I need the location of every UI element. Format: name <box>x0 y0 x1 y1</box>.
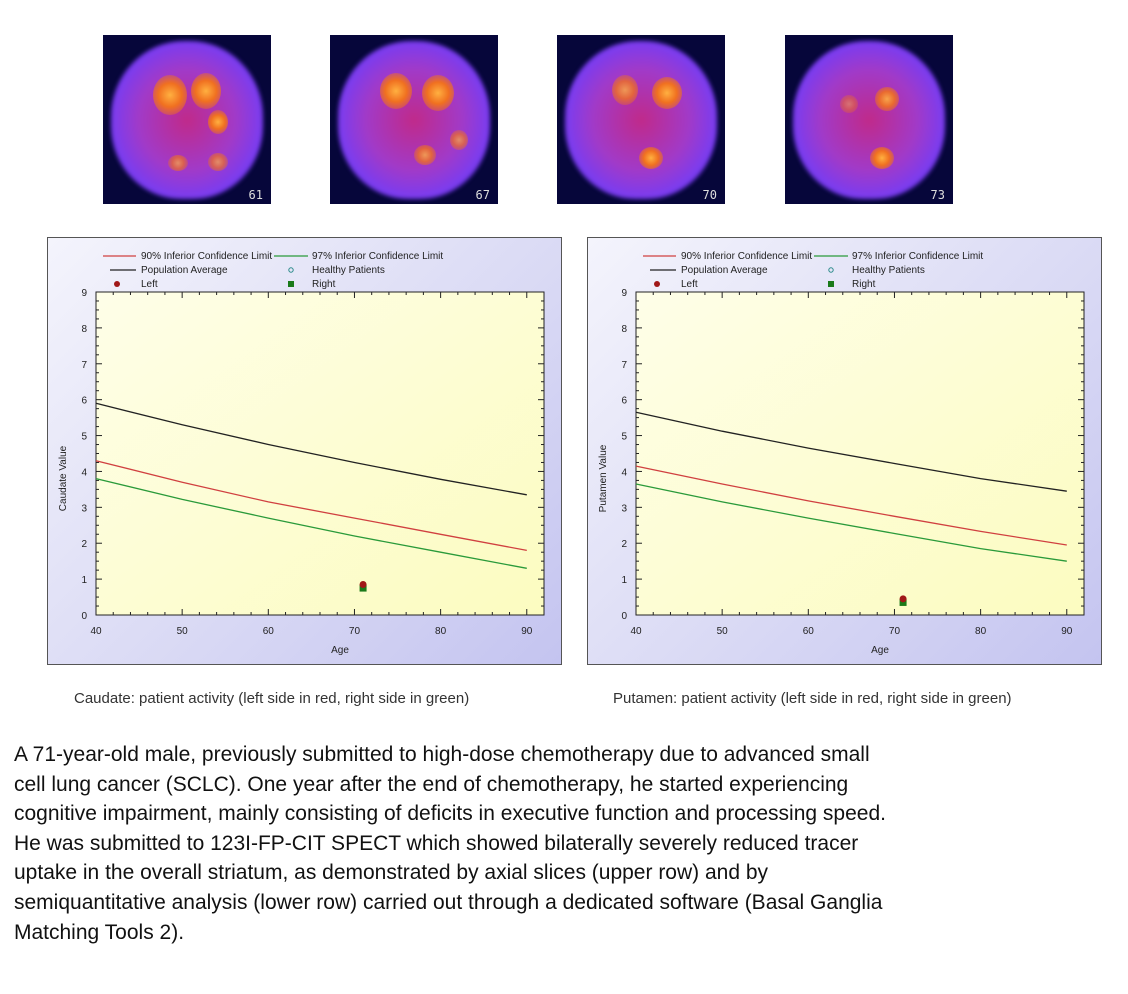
spect-slice-image: 67 <box>330 35 498 204</box>
x-tick-label: 60 <box>263 626 275 637</box>
x-axis-label: Age <box>331 645 349 656</box>
x-tick-label: 90 <box>1061 626 1073 637</box>
slice-number: 70 <box>702 188 717 202</box>
putamen-chart-svg: 40 50 60 70 80 90 0 1 2 3 4 5 6 7 8 9 Age Putamen Value 90… <box>598 251 1085 656</box>
slice-number: 67 <box>475 188 490 202</box>
x-axis-label: Age <box>871 645 889 656</box>
legend: 90% Inferior Confidence Limit 97% Inferio… <box>643 251 983 290</box>
y-tick-label: 4 <box>621 467 627 478</box>
y-tick-label: 6 <box>621 396 627 407</box>
y-tick-label: 9 <box>81 288 87 299</box>
x-tick-label: 40 <box>630 626 642 637</box>
y-tick-label: 6 <box>81 396 87 407</box>
legend-label-ci97: 97% Inferior Confidence Limit <box>852 251 983 262</box>
legend-swatch-right <box>288 281 294 287</box>
series-line-ci97 <box>635 483 1067 562</box>
legend-swatch-right <box>828 281 834 287</box>
legend-swatch-healthy <box>828 267 834 273</box>
y-axis-label: Caudate Value <box>58 445 69 511</box>
description-line: A 71-year-old male, previously submitted… <box>14 743 870 766</box>
legend-label-avg: Population Average <box>141 265 228 276</box>
slice-number: 61 <box>248 188 263 202</box>
plot-area <box>635 291 1085 616</box>
series-line-ci90 <box>95 460 527 552</box>
x-tick-label: 40 <box>90 626 102 637</box>
point-right <box>899 598 907 606</box>
series-line-ci97 <box>95 477 527 569</box>
spect-slice-image: 70 <box>557 35 725 204</box>
y-tick-label: 8 <box>621 324 627 335</box>
y-tick-label: 0 <box>81 611 87 622</box>
figure-description: A 71-year-old male, previously submitted… <box>14 740 886 947</box>
x-tick-label: 70 <box>889 626 901 637</box>
y-tick-label: 4 <box>81 467 87 478</box>
legend-swatch-left <box>654 281 660 287</box>
plot-area <box>95 291 545 616</box>
y-tick-label: 5 <box>621 432 627 443</box>
caudate-chart: 40 50 60 70 80 90 0 1 2 3 4 5 6 7 8 9 Age Caudate Value 90… <box>47 237 562 665</box>
legend-label-ci90: 90% Inferior Confidence Limit <box>681 251 812 262</box>
description-line: Matching Tools 2). <box>14 920 185 944</box>
x-tick-label: 90 <box>521 626 533 637</box>
y-tick-label: 8 <box>81 324 87 335</box>
putamen-chart: 40 50 60 70 80 90 0 1 2 3 4 5 6 7 8 9 Age Putamen Value 90… <box>587 237 1102 665</box>
series-line-avg <box>635 411 1067 492</box>
point-left <box>359 580 367 588</box>
y-tick-label: 9 <box>621 288 627 299</box>
point-left <box>899 595 907 603</box>
description-line: cell lung cancer (SCLC). One year after … <box>14 772 849 796</box>
y-tick-label: 1 <box>81 575 87 586</box>
description-line: He was submitted to 123I-FP-CIT SPECT wh… <box>14 831 859 855</box>
series-line-avg <box>95 402 527 496</box>
legend-swatch-healthy <box>288 267 294 273</box>
x-tick-label: 80 <box>435 626 447 637</box>
y-tick-label: 2 <box>81 539 87 550</box>
y-tick-label: 7 <box>81 360 87 371</box>
caudate-caption: Caudate: patient activity (left side in … <box>74 690 470 707</box>
y-tick-label: 1 <box>621 575 627 586</box>
y-tick-label: 3 <box>621 503 627 514</box>
legend-swatch-left <box>114 281 120 287</box>
y-tick-label: 5 <box>81 432 87 443</box>
x-tick-label: 50 <box>717 626 729 637</box>
slice-number: 73 <box>930 188 945 202</box>
legend: 90% Inferior Confidence Limit 97% Inferio… <box>103 251 443 290</box>
spect-slice-image: 73 <box>785 35 953 204</box>
legend-label-avg: Population Average <box>681 265 768 276</box>
x-tick-label: 50 <box>177 626 189 637</box>
legend-label-ci97: 97% Inferior Confidence Limit <box>312 251 443 262</box>
description-line: semiquantitative analysis (lower row) ca… <box>14 890 883 914</box>
x-tick-label: 80 <box>975 626 987 637</box>
x-tick-label: 70 <box>349 626 361 637</box>
y-tick-label: 3 <box>81 503 87 514</box>
description-line: uptake in the overall striatum, as demon… <box>14 861 769 885</box>
legend-label-right: Right <box>312 279 336 290</box>
caudate-chart-svg: 40 50 60 70 80 90 0 1 2 3 4 5 6 7 8 9 Age Caudate Value 90… <box>58 251 545 656</box>
y-tick-label: 2 <box>621 539 627 550</box>
legend-label-right: Right <box>852 279 876 290</box>
brain-scan <box>793 41 945 199</box>
brain-scan <box>565 41 717 199</box>
brain-scan <box>111 41 263 199</box>
legend-label-left: Left <box>681 279 698 290</box>
brain-scan <box>338 41 490 199</box>
series-line-ci90 <box>635 465 1067 546</box>
legend-label-healthy: Healthy Patients <box>852 265 925 276</box>
y-axis-label: Putamen Value <box>598 444 609 512</box>
y-tick-label: 7 <box>621 360 627 371</box>
spect-slice-image: 61 <box>103 35 271 204</box>
y-tick-label: 0 <box>621 611 627 622</box>
point-right <box>359 584 367 592</box>
description-line: cognitive impairment, mainly consisting … <box>14 802 886 826</box>
legend-label-left: Left <box>141 279 158 290</box>
x-tick-label: 60 <box>803 626 815 637</box>
putamen-caption: Putamen: patient activity (left side in … <box>613 690 1012 707</box>
legend-label-ci90: 90% Inferior Confidence Limit <box>141 251 272 262</box>
legend-label-healthy: Healthy Patients <box>312 265 385 276</box>
